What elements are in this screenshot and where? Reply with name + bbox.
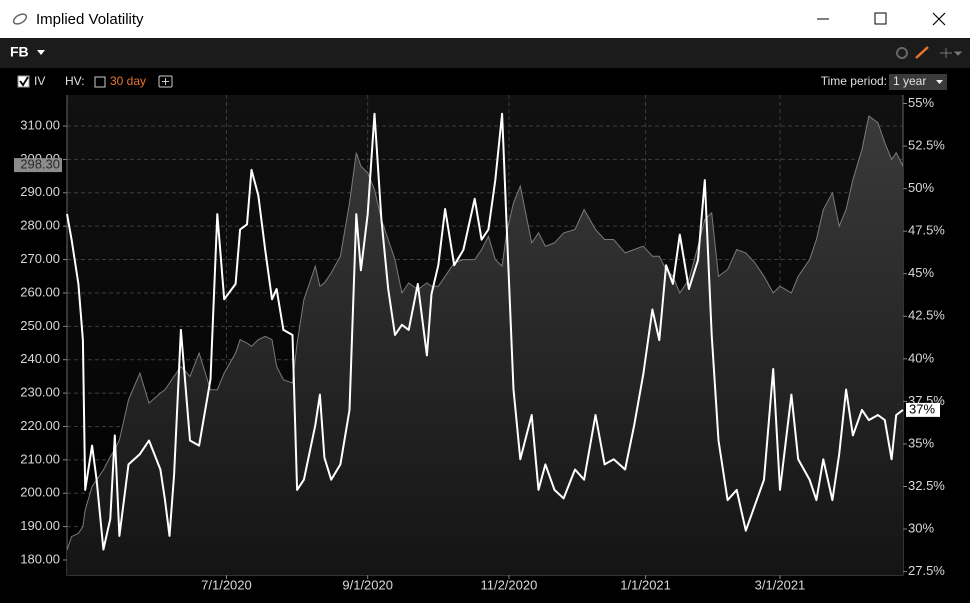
close-button[interactable]: [932, 12, 946, 26]
settings-icon[interactable]: [896, 47, 908, 59]
y-tick-label: 200.00: [20, 485, 60, 500]
y2-tick-label: 55%: [908, 95, 934, 110]
symbol-dropdown[interactable]: [37, 50, 45, 55]
y-tick-label: 270.00: [20, 251, 60, 266]
iv-line: [66, 112, 904, 551]
symbol[interactable]: FB: [10, 44, 29, 60]
price-area: [67, 116, 903, 575]
link-icon[interactable]: [915, 46, 929, 59]
y2-tick-label: 32.5%: [908, 478, 945, 493]
price-line: [66, 115, 904, 551]
y-tick-label: 210.00: [20, 451, 60, 466]
iv-badge-label: 37%: [909, 401, 935, 416]
y-tick-label: 240.00: [20, 351, 60, 366]
y-tick-label: 310.00: [20, 117, 60, 132]
pin-icon[interactable]: [940, 48, 963, 58]
y-tick-label: 230.00: [20, 385, 60, 400]
y-tick-label: 190.00: [20, 518, 60, 533]
y-tick-label: 260.00: [20, 284, 60, 299]
y-tick-label: 290.00: [20, 184, 60, 199]
y2-tick-label: 47.5%: [908, 223, 945, 238]
y2-tick-label: 50%: [908, 180, 934, 195]
hv-period[interactable]: 30 day: [110, 74, 146, 88]
x-tick-label: 9/1/2020: [342, 577, 393, 592]
y-tick-label: 280.00: [20, 218, 60, 233]
time-period-dropdown[interactable]: [889, 74, 947, 90]
hv-checkbox[interactable]: [94, 76, 106, 88]
y2-tick-label: 27.5%: [908, 563, 945, 578]
add-icon: [162, 78, 169, 85]
x-tick-label: 3/1/2021: [755, 577, 806, 592]
y-tick-label: 250.00: [20, 318, 60, 333]
symbol-bar: [0, 38, 970, 68]
y2-tick-label: 30%: [908, 520, 934, 535]
price-badge: [14, 158, 62, 173]
time-period-label: Time period:: [821, 74, 887, 88]
window-title: Implied Volatility: [36, 11, 144, 28]
x-tick-label: 1/1/2021: [620, 577, 671, 592]
x-tick-label: 7/1/2020: [201, 577, 252, 592]
y2-tick-label: 42.5%: [908, 308, 945, 323]
time-period-value: 1 year: [893, 74, 926, 88]
iv-label: IV: [34, 74, 45, 88]
y2-tick-label: 35%: [908, 435, 934, 450]
add-button[interactable]: [158, 75, 173, 88]
y-tick-label: 220.00: [20, 418, 60, 433]
y-tick-label: 180.00: [20, 551, 60, 566]
price-badge-label: 298.30: [20, 157, 60, 172]
options-bar: [0, 68, 970, 95]
time-period-arrow: [936, 80, 943, 84]
iv-checkbox[interactable]: [17, 75, 30, 88]
y2-tick-label: 45%: [908, 265, 934, 280]
y2-tick-label: 40%: [908, 350, 934, 365]
iv-check: [19, 76, 29, 87]
x-tick-label: 11/2/2020: [480, 577, 537, 592]
app-icon: [12, 13, 28, 25]
chart: 180.00 190.00 200.00 210.00 220.00 230.00 240.…: [14, 95, 945, 592]
y2-tick-label: 52.5%: [908, 138, 945, 153]
hv-label: HV:: [65, 74, 85, 88]
maximize-button[interactable]: [874, 12, 887, 25]
iv-badge: [906, 402, 940, 417]
title-bar: [0, 0, 970, 38]
